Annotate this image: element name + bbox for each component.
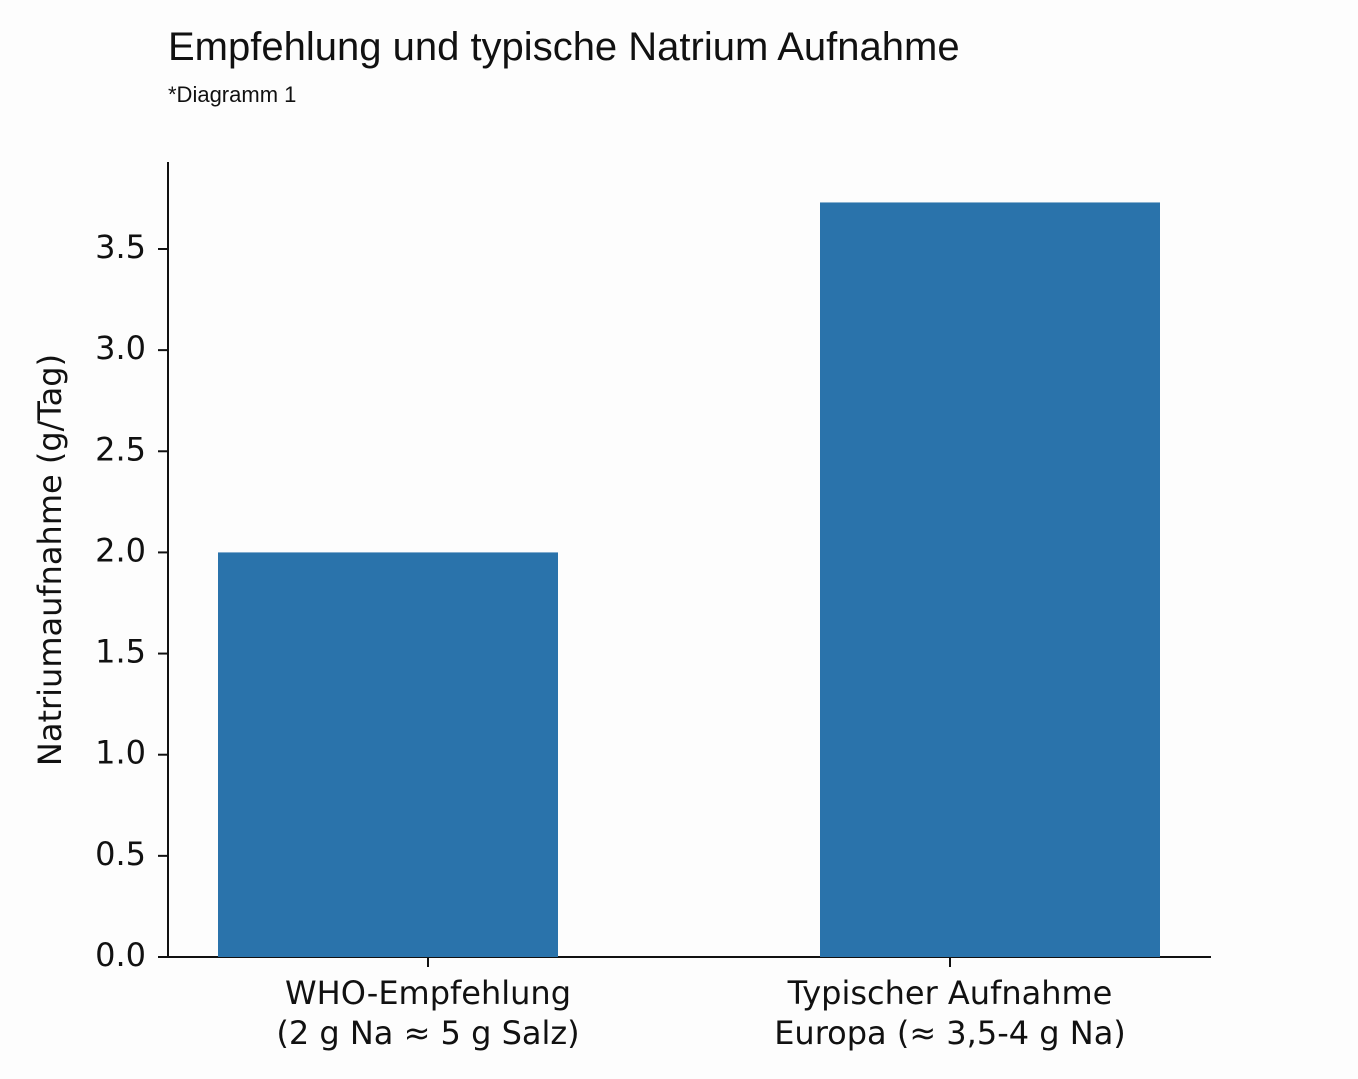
y-tick-label: 1.0 xyxy=(95,734,146,772)
chart-title: Empfehlung und typische Natrium Aufnahme xyxy=(168,25,960,69)
x-tick-label: Typischer Aufnahme xyxy=(787,974,1113,1012)
y-tick-label: 3.0 xyxy=(95,329,146,367)
x-tick-label: (2 g Na ≈ 5 g Salz) xyxy=(276,1014,579,1052)
x-tick-label: Europa (≈ 3,5-4 g Na) xyxy=(774,1014,1126,1052)
y-tick-label: 2.5 xyxy=(95,430,146,468)
bar xyxy=(218,552,558,957)
y-tick-label: 0.0 xyxy=(95,936,146,974)
x-tick-label: WHO-Empfehlung xyxy=(285,974,571,1012)
y-axis-label: Natriumaufnahme (g/Tag) xyxy=(31,354,69,766)
chart-subtitle: *Diagramm 1 xyxy=(168,82,296,107)
y-tick-label: 3.5 xyxy=(95,228,146,266)
y-tick-label: 0.5 xyxy=(95,835,146,873)
bar xyxy=(820,202,1160,957)
y-tick-label: 1.5 xyxy=(95,633,146,671)
y-tick-label: 2.0 xyxy=(95,531,146,569)
